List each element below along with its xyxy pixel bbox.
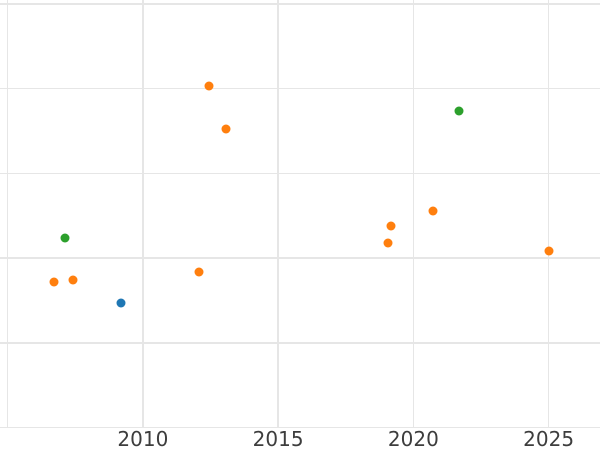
gridline-vertical <box>142 0 144 428</box>
data-point-orange-series <box>428 206 438 216</box>
data-point-green-series <box>60 233 70 243</box>
x-tick-label: 2015 <box>252 427 304 450</box>
gridline-vertical <box>547 0 550 428</box>
gridline-horizontal <box>0 172 600 175</box>
data-point-orange-series <box>221 124 231 133</box>
gridline-horizontal <box>0 426 600 429</box>
gridline-vertical <box>277 0 279 428</box>
gridline-vertical <box>6 0 9 428</box>
gridline-vertical <box>412 0 415 428</box>
gridline-horizontal <box>0 3 600 5</box>
data-point-blue-series <box>116 298 126 308</box>
data-point-green-series <box>454 106 464 116</box>
data-point-orange-series <box>544 246 554 256</box>
data-point-orange-series <box>383 238 393 248</box>
x-tick-label: 2025 <box>523 427 575 450</box>
x-tick-label: 2010 <box>117 427 169 450</box>
gridline-horizontal <box>0 257 600 259</box>
data-point-orange-series <box>386 221 396 231</box>
data-point-orange-series <box>49 277 59 287</box>
data-point-orange-series <box>68 275 78 285</box>
data-point-orange-series <box>204 81 214 91</box>
x-tick-label: 2020 <box>387 427 439 450</box>
gridline-horizontal <box>0 87 600 90</box>
gridline-horizontal <box>0 342 600 344</box>
data-point-orange-series <box>194 267 204 277</box>
